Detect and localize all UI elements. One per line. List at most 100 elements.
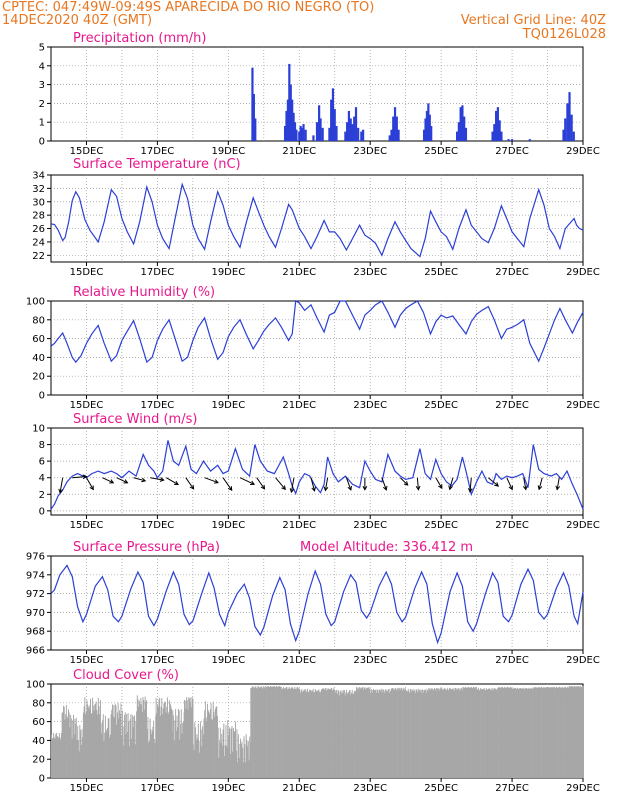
cloud-bar (287, 689, 289, 778)
wind-xtick-label: 15DEC (70, 520, 104, 531)
cloud-bar (324, 689, 326, 778)
temp-xtick-label: 19DEC (211, 267, 245, 278)
cloud-bar (107, 727, 108, 778)
cloud-bar (522, 687, 524, 778)
cloud-bar (443, 688, 445, 778)
cloud-bar (202, 734, 204, 778)
precip-ytick-label: 2 (39, 99, 45, 110)
cloud-bar (433, 690, 435, 778)
cloud-bar (405, 690, 407, 778)
cloud-bar (321, 689, 323, 778)
cloud-bar (403, 687, 405, 778)
precip-bar (570, 114, 573, 141)
cloud-bar (428, 687, 430, 778)
cloud-bar (233, 731, 235, 778)
cloud-bar (292, 687, 294, 778)
cloud-bar (512, 688, 514, 778)
wind-arrow-shaft (185, 477, 194, 490)
wind-arrow-head (448, 485, 453, 491)
cloud-bar (531, 688, 533, 778)
cloud-bar (341, 693, 343, 778)
precip-bar (353, 116, 356, 141)
cloud-bar (465, 686, 467, 778)
cloud-bar (466, 688, 468, 778)
cloud-bar (465, 687, 467, 778)
wind-arrow-shaft (239, 477, 255, 485)
cloud-bar (143, 700, 145, 778)
cloud-bar (557, 687, 559, 778)
cloud-bar (575, 686, 577, 778)
cloud-bar (482, 688, 484, 778)
cloud-bar (203, 718, 205, 778)
cloud-bar (336, 689, 338, 778)
rh-xtick-label: 15DEC (70, 400, 104, 411)
wind-arrow-shaft (469, 477, 472, 492)
cloud-bar (251, 688, 252, 778)
cloud-bar (249, 736, 251, 778)
cloud-bar (426, 692, 428, 778)
cloud-bar (517, 687, 518, 778)
cloud-bar (114, 717, 116, 778)
cloud-bar (488, 688, 490, 778)
cloud-bar (286, 687, 288, 778)
cloud-bar (316, 691, 318, 778)
cloud-bar (277, 687, 279, 778)
cloud-bar (527, 688, 529, 778)
cloud-bar (153, 720, 155, 778)
cloud-bar (136, 695, 138, 778)
wind-arrow-head (508, 485, 513, 491)
precip-xtick-label: 23DEC (353, 146, 387, 157)
cloud-bar (371, 689, 373, 778)
precip-bar (572, 131, 575, 141)
cloud-bar (473, 686, 475, 778)
cloud-bar (258, 686, 260, 778)
cloud-bar (230, 753, 232, 778)
precip-bar (304, 129, 307, 141)
cloud-bar (480, 688, 482, 778)
cloud-bar (458, 688, 460, 778)
cloud-bar (88, 708, 90, 778)
cloud-bar (188, 697, 190, 778)
cloud-bar (131, 715, 133, 778)
cloud-bar (576, 686, 578, 778)
cloud-bar (257, 685, 259, 778)
temp-ytick-label: 30 (32, 197, 45, 208)
cloud-bar (306, 690, 308, 778)
cloud-bar (166, 697, 168, 778)
cloud-bar (274, 686, 276, 778)
cloud-bar (146, 700, 148, 778)
cloud-bar (450, 689, 452, 778)
precip-bar (510, 139, 514, 141)
precip-bar (425, 110, 429, 141)
cloud-bar (495, 688, 496, 778)
cloud-bar (85, 714, 86, 778)
cloud-bar (331, 690, 333, 778)
cloud-bar (81, 728, 83, 778)
cloud-bar (185, 708, 187, 778)
cloud-bar (376, 689, 378, 778)
rh-xtick-label: 21DEC (282, 400, 316, 411)
cloud-bar (370, 692, 372, 778)
cloud-bar (76, 740, 78, 778)
cloud-bar (53, 732, 55, 778)
cloud-bar (464, 687, 466, 778)
wind-arrow-head (289, 488, 295, 494)
cloud-bar (92, 705, 94, 778)
cloud-bar (67, 716, 69, 778)
cloud-bar (90, 698, 91, 778)
cloud-bar (207, 710, 209, 778)
cloud-bar (457, 689, 459, 778)
cloud-bar (157, 706, 159, 778)
cloud-bar (539, 687, 540, 778)
cloud-bar (338, 690, 340, 778)
cloud-bar (524, 687, 526, 778)
cloud-bar (532, 688, 534, 778)
precip-bar (564, 118, 567, 141)
cloud-bar (491, 687, 493, 778)
cloud-bar (460, 688, 462, 778)
cloud-bar (85, 711, 87, 778)
cloud-bar (197, 737, 199, 778)
cloud-bar (548, 688, 550, 778)
cloud-bar (75, 723, 77, 778)
cloud-bar (468, 687, 470, 778)
